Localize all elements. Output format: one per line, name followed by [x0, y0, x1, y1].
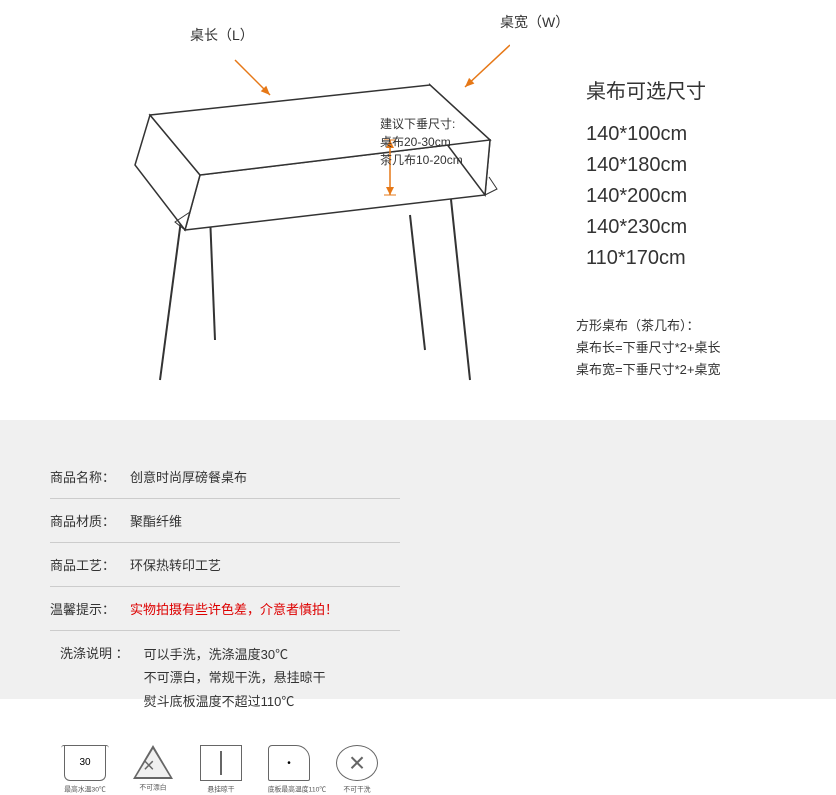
care-icon-caption: 不可漂白: [132, 784, 175, 792]
drop-line2: 茶几布10-20cm: [380, 153, 463, 167]
spec-row: 商品名称：创意时尚厚磅餐桌布: [50, 455, 400, 499]
care-icons-row: 30最高水温30℃ ×不可漂白悬挂晾干 •底板最高温度110℃ ×不可干洗: [60, 745, 440, 795]
care-icon-caption: 最高水温30℃: [64, 786, 107, 794]
specs-column: 商品名称：创意时尚厚磅餐桌布商品材质：聚酯纤维商品工艺：环保热转印工艺温馨提示：…: [50, 455, 400, 631]
spec-value: 创意时尚厚磅餐桌布: [130, 470, 247, 485]
wash-line: 熨斗底板温度不超过110℃: [144, 690, 326, 713]
spec-label: 商品名称：: [50, 467, 130, 486]
spec-value: 实物拍摄有些许色差，介意者慎拍！: [130, 602, 338, 617]
spec-label: 温馨提示：: [50, 599, 130, 618]
drop-title: 建议下垂尺寸:: [380, 117, 455, 131]
size-item: 110*170cm: [586, 243, 806, 274]
wash-line: 不可漂白，常规干洗，悬挂晾干: [144, 666, 326, 689]
care-icon-caption: 底板最高温度110℃: [268, 786, 311, 794]
size-item: 140*200cm: [586, 181, 806, 212]
formula-line2: 桌布宽=下垂尺寸*2+桌宽: [576, 359, 806, 381]
spec-value: 环保热转印工艺: [130, 558, 221, 573]
label-length: 桌长（L）: [190, 25, 254, 45]
care-icon: ×不可干洗: [332, 745, 382, 795]
spec-label: 商品工艺：: [50, 555, 130, 574]
spec-row: 商品材质：聚酯纤维: [50, 499, 400, 543]
care-icon: ×不可漂白: [128, 745, 178, 795]
spec-value: 聚酯纤维: [130, 514, 182, 529]
care-icon: 30最高水温30℃: [60, 745, 110, 795]
sizes-panel: 桌布可选尺寸 140*100cm140*180cm140*200cm140*23…: [586, 75, 806, 274]
formula-panel: 方形桌布（茶几布）： 桌布长=下垂尺寸*2+桌长 桌布宽=下垂尺寸*2+桌宽: [576, 315, 806, 381]
care-icon: 悬挂晾干: [196, 745, 246, 795]
spec-label: 商品材质：: [50, 511, 130, 530]
care-icon-caption: 不可干洗: [336, 786, 379, 794]
label-drop: 建议下垂尺寸: 桌布20-30cm 茶几布10-20cm: [380, 115, 463, 169]
formula-title: 方形桌布（茶几布）：: [576, 315, 806, 337]
care-icon: •底板最高温度110℃: [264, 745, 314, 795]
wash-line: 可以手洗，洗涤温度30℃: [144, 643, 326, 666]
wash-column: 洗涤说明 ： 可以手洗，洗涤温度30℃不可漂白，常规干洗，悬挂晾干熨斗底板温度不…: [60, 631, 440, 795]
size-item: 140*230cm: [586, 212, 806, 243]
size-item: 140*180cm: [586, 150, 806, 181]
table-diagram: [30, 20, 510, 400]
care-icon-caption: 悬挂晾干: [200, 786, 243, 794]
drop-line1: 桌布20-30cm: [380, 135, 451, 149]
sizes-title: 桌布可选尺寸: [586, 75, 806, 104]
wash-label: 洗涤说明 ：: [60, 643, 140, 662]
formula-line1: 桌布长=下垂尺寸*2+桌长: [576, 337, 806, 359]
spec-panel: 商品名称：创意时尚厚磅餐桌布商品材质：聚酯纤维商品工艺：环保热转印工艺温馨提示：…: [0, 420, 836, 699]
spec-row: 温馨提示：实物拍摄有些许色差，介意者慎拍！: [50, 587, 400, 631]
spec-row: 商品工艺：环保热转印工艺: [50, 543, 400, 587]
label-width: 桌宽（W）: [500, 12, 569, 32]
size-item: 140*100cm: [586, 119, 806, 150]
wash-lines: 可以手洗，洗涤温度30℃不可漂白，常规干洗，悬挂晾干熨斗底板温度不超过110℃: [144, 643, 326, 713]
